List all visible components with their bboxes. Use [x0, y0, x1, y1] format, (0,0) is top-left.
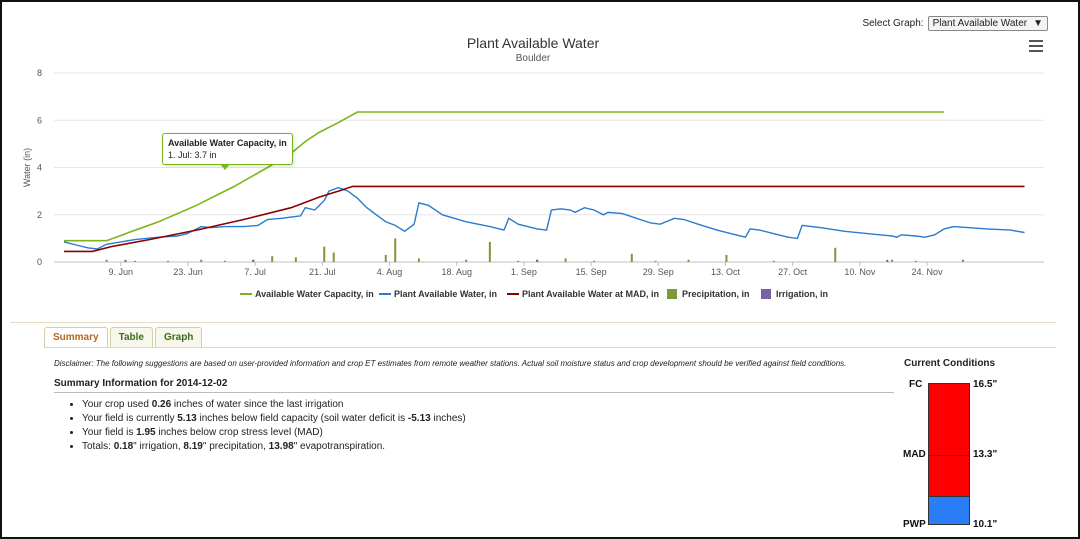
legend-plant-available-water-mad-label: Plant Available Water at MAD, in [522, 289, 659, 299]
tab-graph[interactable]: Graph [154, 327, 203, 347]
precipitation-bar [105, 259, 108, 262]
irrigation-bar [252, 259, 255, 262]
gauge-pwp-value: 10.1" [973, 519, 998, 530]
x-tick-label: 9. Jun [109, 267, 134, 277]
precipitation-bar [630, 253, 633, 262]
legend-precipitation-label: Precipitation, in [682, 289, 750, 299]
precipitation-bar [772, 260, 775, 262]
graph-select-dropdown[interactable]: Plant Available Water ▼ [927, 16, 1048, 31]
precipitation-bar [294, 257, 297, 262]
irrigation-bar [536, 259, 539, 262]
graph-select-value: Plant Available Water [932, 18, 1028, 29]
legend-plant-available-water-label: Plant Available Water, in [394, 289, 497, 299]
graph-selector: Select Graph: Plant Available Water ▼ [862, 16, 1048, 31]
precipitation-bar [200, 259, 203, 262]
summary-item-field-capacity: Your field is currently 5.13 inches belo… [82, 413, 466, 424]
chart-subtitle: Boulder [515, 53, 551, 64]
irrigation-bar [124, 259, 127, 262]
precipitation-bar [133, 260, 136, 262]
tab-bar: Summary Table Graph [44, 327, 203, 347]
gauge-deficit-fill [929, 384, 969, 498]
legend-irrigation-label: Irrigation, in [776, 289, 828, 299]
gauge-mad-label: MAD [903, 449, 926, 460]
precipitation-bar [517, 260, 520, 262]
legend-precipitation-swatch [667, 289, 677, 299]
summary-item-stress-level: Your field is 1.95 inches below crop str… [82, 427, 466, 438]
chart-tooltip: Available Water Capacity, in 1. Jul: 3.7… [162, 133, 293, 165]
summary-item-totals: Totals: 0.18" irrigation, 8.19" precipit… [82, 441, 466, 452]
precipitation-bar [384, 254, 387, 262]
x-tick-label: 1. Sep [511, 267, 537, 277]
precipitation-bar [834, 247, 837, 262]
x-tick-label: 27. Oct [778, 267, 808, 277]
x-tick-label: 18. Aug [441, 267, 472, 277]
y-tick-label: 8 [37, 68, 42, 78]
plant-available-water-mad-line [64, 185, 1025, 253]
section-divider [10, 322, 1056, 323]
gauge-fc-label: FC [909, 379, 923, 390]
dropdown-arrow-icon: ▼ [1033, 18, 1043, 29]
precipitation-bar [914, 260, 917, 262]
soil-water-gauge [928, 383, 970, 525]
precipitation-bar [962, 259, 965, 262]
gauge-water-fill [929, 496, 969, 524]
x-tick-label: 24. Nov [912, 267, 944, 277]
x-tick-label: 23. Jun [173, 267, 203, 277]
tooltip-pointer [220, 164, 230, 170]
precipitation-bar [592, 260, 595, 262]
summary-heading: Summary Information for 2014-12-02 [54, 378, 894, 393]
precipitation-bar [654, 260, 657, 262]
hamburger-menu-icon[interactable] [1029, 40, 1043, 52]
tooltip-body: 1. Jul: 3.7 in [168, 150, 217, 160]
x-tick-label: 21. Jul [309, 267, 336, 277]
x-tick-label: 10. Nov [844, 267, 876, 277]
precipitation-bar [725, 254, 728, 262]
current-conditions-title: Current Conditions [904, 358, 996, 369]
precipitation-bar [891, 259, 894, 262]
tab-underline [44, 347, 1056, 348]
graph-select-label: Select Graph: [862, 18, 924, 29]
gauge-pwp-label: PWP [903, 519, 926, 530]
x-tick-label: 7. Jul [244, 267, 266, 277]
summary-list: Your crop used 0.26 inches of water sinc… [64, 397, 466, 455]
available-water-capacity-line [64, 111, 945, 242]
y-tick-label: 6 [37, 115, 42, 125]
precipitation-bar [394, 238, 397, 262]
x-tick-label: 13. Oct [711, 267, 741, 277]
tab-summary[interactable]: Summary [44, 327, 108, 347]
precipitation-bar [417, 258, 420, 262]
precipitation-bar [687, 259, 690, 262]
precipitation-bar [167, 260, 170, 262]
y-tick-label: 4 [37, 163, 42, 173]
chart-title: Plant Available Water [466, 35, 600, 51]
legend-irrigation-swatch [761, 289, 771, 299]
tooltip-title: Available Water Capacity, in [168, 138, 287, 148]
precipitation-bar [332, 252, 335, 262]
precipitation-bar [323, 246, 326, 262]
legend-available-water-capacity-label: Available Water Capacity, in [255, 289, 374, 299]
y-tick-label: 0 [37, 257, 42, 267]
plant-available-water-line [63, 186, 1025, 250]
precipitation-bar [271, 256, 274, 262]
precipitation-bar [465, 259, 468, 262]
x-tick-label: 4. Aug [377, 267, 403, 277]
tab-table[interactable]: Table [109, 327, 153, 347]
disclaimer-text: Disclaimer: The following suggestions ar… [54, 359, 847, 368]
gauge-mad-line [929, 455, 969, 456]
irrigation-bar [886, 259, 889, 262]
precipitation-bar [564, 258, 567, 262]
y-axis-label: Water (in) [22, 148, 32, 187]
x-tick-label: 29. Sep [643, 267, 674, 277]
y-tick-label: 2 [37, 210, 42, 220]
chart-plot: 0 2 4 6 8 Water (in) 9. Jun 23. Jun 7. Jul 21. Ju… [22, 68, 1044, 299]
x-tick-label: 15. Sep [576, 267, 607, 277]
summary-item-crop-used: Your crop used 0.26 inches of water sinc… [82, 399, 466, 410]
gauge-mad-value: 13.3" [973, 449, 998, 460]
precipitation-bar [223, 260, 226, 262]
precipitation-bar [488, 241, 491, 262]
gauge-fc-value: 16.5" [973, 379, 998, 390]
